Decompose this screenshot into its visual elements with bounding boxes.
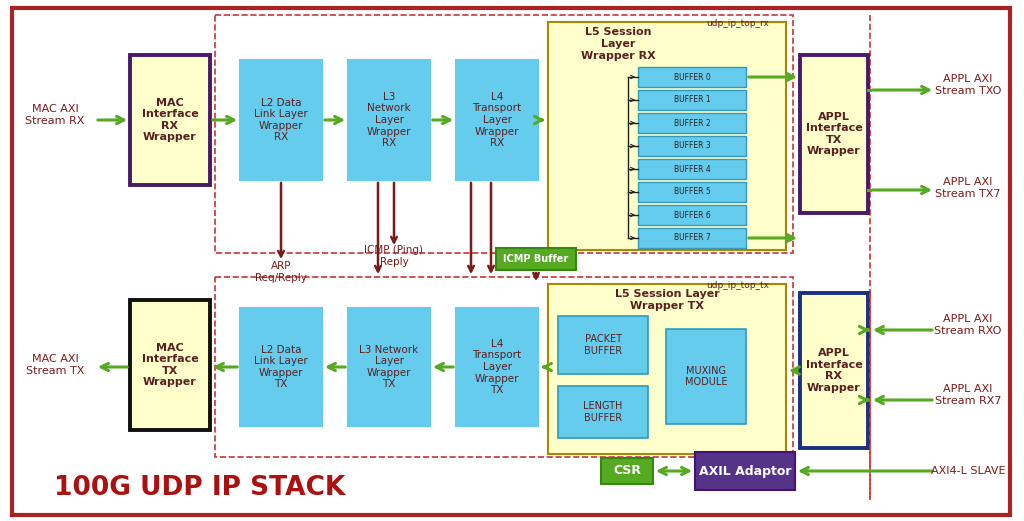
Bar bbox=[215, 15, 793, 253]
Bar bbox=[240, 308, 322, 426]
Text: L5 Session Layer
Wrapper TX: L5 Session Layer Wrapper TX bbox=[614, 289, 720, 311]
Text: L4
Transport
Layer
Wrapper
TX: L4 Transport Layer Wrapper TX bbox=[472, 339, 521, 395]
Bar bbox=[666, 329, 746, 424]
Bar bbox=[638, 228, 746, 248]
Text: APPL AXI
Stream RX7: APPL AXI Stream RX7 bbox=[935, 384, 1001, 406]
Bar bbox=[800, 55, 868, 213]
Bar bbox=[456, 308, 538, 426]
Text: MAC
Interface
RX
Wrapper: MAC Interface RX Wrapper bbox=[141, 97, 199, 142]
Text: L5 Session
Layer
Wrapper RX: L5 Session Layer Wrapper RX bbox=[581, 28, 655, 60]
Text: APPL
Interface
TX
Wrapper: APPL Interface TX Wrapper bbox=[806, 111, 862, 156]
Bar bbox=[348, 60, 430, 180]
Text: PACKET
BUFFER: PACKET BUFFER bbox=[584, 334, 622, 356]
Text: ICMP (Ping)
Reply: ICMP (Ping) Reply bbox=[365, 245, 424, 267]
Bar bbox=[215, 277, 793, 457]
Bar bbox=[638, 159, 746, 179]
Text: BUFFER 5: BUFFER 5 bbox=[674, 188, 711, 196]
Bar bbox=[638, 113, 746, 133]
Bar bbox=[548, 284, 786, 454]
Text: MUXING
MODULE: MUXING MODULE bbox=[685, 366, 727, 387]
Text: BUFFER 3: BUFFER 3 bbox=[674, 142, 711, 151]
Text: BUFFER 6: BUFFER 6 bbox=[674, 210, 711, 219]
Text: 100G UDP IP STACK: 100G UDP IP STACK bbox=[54, 475, 346, 501]
Text: BUFFER 2: BUFFER 2 bbox=[674, 118, 711, 128]
Text: L4
Transport
Layer
Wrapper
RX: L4 Transport Layer Wrapper RX bbox=[472, 92, 521, 148]
Text: APPL AXI
Stream TXO: APPL AXI Stream TXO bbox=[935, 74, 1001, 96]
Bar bbox=[130, 300, 210, 430]
Text: L3 Network
Layer
Wrapper
TX: L3 Network Layer Wrapper TX bbox=[359, 344, 419, 389]
Bar bbox=[695, 452, 795, 490]
Bar bbox=[638, 136, 746, 156]
Text: APPL AXI
Stream RXO: APPL AXI Stream RXO bbox=[934, 314, 1001, 336]
Bar bbox=[240, 60, 322, 180]
Bar bbox=[558, 316, 648, 374]
Text: ICMP Buffer: ICMP Buffer bbox=[504, 254, 568, 264]
Text: MAC
Interface
TX
Wrapper: MAC Interface TX Wrapper bbox=[141, 343, 199, 388]
Bar bbox=[456, 60, 538, 180]
Text: AXI4-L SLAVE: AXI4-L SLAVE bbox=[931, 466, 1006, 476]
Text: udp_ip_top_rx: udp_ip_top_rx bbox=[707, 19, 769, 29]
Text: MAC AXI
Stream RX: MAC AXI Stream RX bbox=[26, 104, 85, 126]
Text: L3
Network
Layer
Wrapper
RX: L3 Network Layer Wrapper RX bbox=[367, 92, 412, 148]
Text: BUFFER 7: BUFFER 7 bbox=[674, 233, 711, 242]
Text: MAC AXI
Stream TX: MAC AXI Stream TX bbox=[26, 354, 84, 376]
Text: AXIL Adaptor: AXIL Adaptor bbox=[698, 465, 792, 478]
Text: BUFFER 1: BUFFER 1 bbox=[674, 95, 711, 105]
Bar bbox=[601, 458, 653, 484]
Bar bbox=[130, 55, 210, 185]
Bar bbox=[496, 248, 575, 270]
Bar bbox=[638, 90, 746, 110]
Text: CSR: CSR bbox=[613, 465, 641, 478]
Text: BUFFER 0: BUFFER 0 bbox=[674, 72, 711, 81]
Text: LENGTH
BUFFER: LENGTH BUFFER bbox=[584, 401, 623, 423]
Bar bbox=[638, 205, 746, 225]
Bar bbox=[548, 22, 786, 250]
Bar bbox=[638, 182, 746, 202]
Text: APPL
Interface
RX
Wrapper: APPL Interface RX Wrapper bbox=[806, 348, 862, 393]
Bar bbox=[558, 386, 648, 438]
Text: ARP
Req/Reply: ARP Req/Reply bbox=[255, 261, 307, 283]
Text: L2 Data
Link Layer
Wrapper
RX: L2 Data Link Layer Wrapper RX bbox=[254, 97, 308, 142]
Text: BUFFER 4: BUFFER 4 bbox=[674, 165, 711, 173]
Text: L2 Data
Link Layer
Wrapper
TX: L2 Data Link Layer Wrapper TX bbox=[254, 344, 308, 389]
Bar bbox=[800, 293, 868, 448]
Bar bbox=[638, 67, 746, 87]
Text: APPL AXI
Stream TX7: APPL AXI Stream TX7 bbox=[935, 177, 1000, 199]
Bar bbox=[348, 308, 430, 426]
Text: udp_ip_top_tx: udp_ip_top_tx bbox=[707, 281, 769, 291]
